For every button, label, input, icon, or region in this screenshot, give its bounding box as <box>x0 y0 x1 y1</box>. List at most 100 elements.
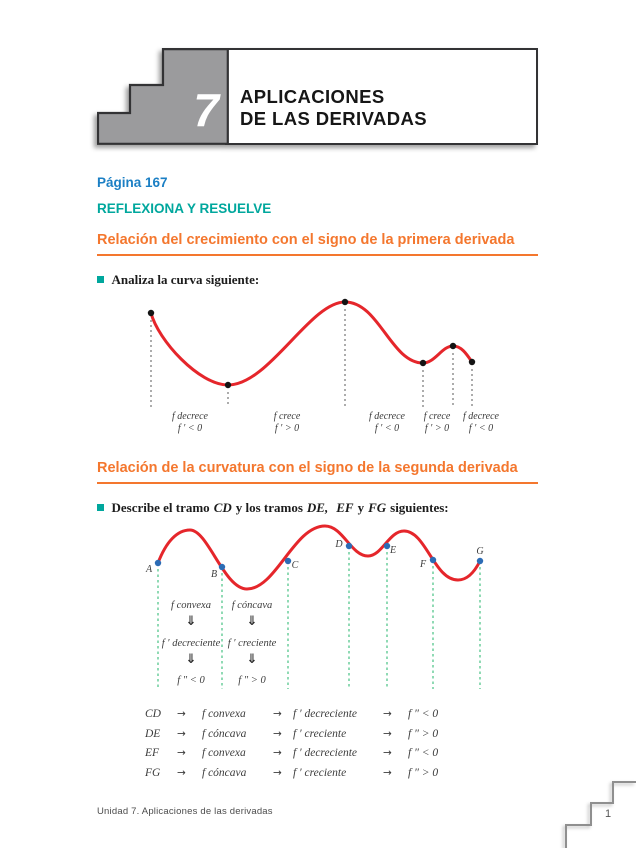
conclusion-text: f ′ creciente <box>293 767 347 780</box>
figure-label: f crece <box>424 411 451 422</box>
activity-section-label: REFLEXIONA Y RESUELVE <box>97 201 272 216</box>
implies-arrow: → <box>273 708 282 720</box>
curve-point-dot <box>383 542 391 550</box>
exercise-describe-segments: Describe el tramo CD y los tramos DE, EF y FG s… <box>97 500 449 516</box>
implies-arrow: → <box>273 767 282 780</box>
heading-first-derivative: Relación del crecimiento con el signo de… <box>97 232 538 256</box>
exercise2-part: y los tramos <box>235 500 303 515</box>
curve-point-dot <box>224 381 232 389</box>
page-reference-label: Página 167 <box>97 175 168 190</box>
conclusion-text: f ′ decreciente <box>293 747 358 760</box>
exercise2-part: Describe el tramo <box>111 500 210 515</box>
segment-cd: CD <box>213 500 232 515</box>
implies-arrow: → <box>177 727 186 740</box>
curve-point-dot <box>449 342 457 350</box>
figure-label: f ′ decreciente <box>162 638 221 649</box>
implies-arrow: → <box>383 708 392 720</box>
exercise2-part: siguientes: <box>390 500 449 515</box>
implies-arrow: → <box>273 747 282 760</box>
conclusion-text: f cóncava <box>202 727 247 740</box>
implies-arrow: → <box>383 727 392 740</box>
conclusion-text: f ′ decreciente <box>293 708 358 720</box>
implies-arrow: → <box>273 727 282 740</box>
figure-label: f ′ creciente <box>228 638 277 649</box>
figure-label: f cóncava <box>232 600 273 611</box>
chapter-banner: 7 APLICACIONES DE LAS DERIVADAS <box>97 48 538 145</box>
figure-label: ⇓ <box>247 652 258 667</box>
figure-label: f ′ < 0 <box>469 423 493 434</box>
segment-fg: FG <box>368 500 387 515</box>
curve-point-dot <box>476 557 484 565</box>
conclusion-text: f ″ > 0 <box>408 727 439 740</box>
chapter-title: APLICACIONES DE LAS DERIVADAS <box>240 86 427 130</box>
implies-arrow: → <box>383 767 392 780</box>
figure-label: ⇓ <box>186 614 197 629</box>
interval-label: FG <box>145 767 161 780</box>
heading-second-derivative: Relación de la curvatura con el signo de… <box>97 460 538 484</box>
figure-label: f ′ > 0 <box>425 423 449 434</box>
conclusion-text: f cóncava <box>202 767 247 780</box>
conclusion-text: f convexa <box>202 708 246 720</box>
conclusions: CD → f convexa → f ′ decreciente → f ″ < 0 DE → f… <box>145 705 438 784</box>
chapter-title-line1: APLICACIONES <box>240 86 385 107</box>
figure-label: f decrece <box>369 411 406 422</box>
function-curve <box>149 300 474 387</box>
curve-point-dot <box>468 358 476 366</box>
point-label-d: D <box>334 539 343 550</box>
curve-point-dot <box>147 309 155 317</box>
stair-polygon <box>97 48 229 145</box>
implies-arrow: → <box>177 708 186 720</box>
curve-point-dot <box>419 359 427 367</box>
conclusion-text: f ″ < 0 <box>408 708 439 720</box>
point-label-f: F <box>419 559 427 570</box>
figure-label: f ′ > 0 <box>275 423 299 434</box>
figure-label: f ″ > 0 <box>238 675 266 686</box>
interval-label: DE <box>145 727 161 740</box>
figure-label: f ″ < 0 <box>177 675 205 686</box>
curve-point-dot <box>284 557 292 565</box>
figure-second-derivative-curve: A B C D E F Gf convexa ⇓ f ′ decreciente ⇓ f ″ < 0… <box>145 524 484 689</box>
exercise2-part: y <box>357 500 365 515</box>
segment-ef: EF <box>336 500 354 515</box>
figure-label: ⇓ <box>186 652 197 667</box>
point-label-a: A <box>145 564 153 575</box>
figure-label: f convexa <box>171 600 211 611</box>
square-bullet-icon <box>97 504 104 511</box>
curve-point-dot <box>341 298 349 306</box>
figure-label: ⇓ <box>247 614 258 629</box>
function-curve <box>156 524 482 591</box>
point-label-g: G <box>476 546 483 557</box>
implies-arrow: → <box>177 747 186 760</box>
conclusion-text: f ″ > 0 <box>408 767 439 780</box>
chapter-number: 7 <box>193 84 219 136</box>
square-bullet-icon <box>97 276 104 283</box>
chapter-title-line2: DE LAS DERIVADAS <box>240 108 427 129</box>
figure-label: f decrece <box>172 411 209 422</box>
figure-label: f decrece <box>463 411 500 422</box>
conclusion-text: f convexa <box>202 747 246 760</box>
page-number: 1 <box>604 808 612 820</box>
point-label-e: E <box>389 545 396 556</box>
figure-label: f crece <box>274 411 301 422</box>
curve-point-dot <box>154 559 162 567</box>
interval-label: EF <box>145 747 160 760</box>
conclusion-text: f ′ creciente <box>293 727 347 740</box>
exercise-analyze-curve: Analiza la curva siguiente: <box>97 272 259 288</box>
footer-unit-label: Unidad 7. Aplicaciones de las derivadas <box>97 806 273 817</box>
curve-point-dot <box>218 563 226 571</box>
chapter-title-box <box>225 48 538 145</box>
figure-label: f ′ < 0 <box>178 423 202 434</box>
exercise1-text: Analiza la curva siguiente: <box>111 272 260 287</box>
conclusion-text: f ″ < 0 <box>408 747 439 760</box>
interval-label: CD <box>145 708 161 720</box>
point-label-b: B <box>211 569 217 580</box>
point-label-c: C <box>292 560 299 571</box>
footer-stair-line <box>565 781 636 848</box>
stair-step-graphic <box>97 48 229 145</box>
implies-arrow: → <box>383 747 392 760</box>
segment-de: DE, <box>306 500 329 515</box>
curve-point-dot <box>345 542 353 550</box>
implies-arrow: → <box>177 767 186 780</box>
